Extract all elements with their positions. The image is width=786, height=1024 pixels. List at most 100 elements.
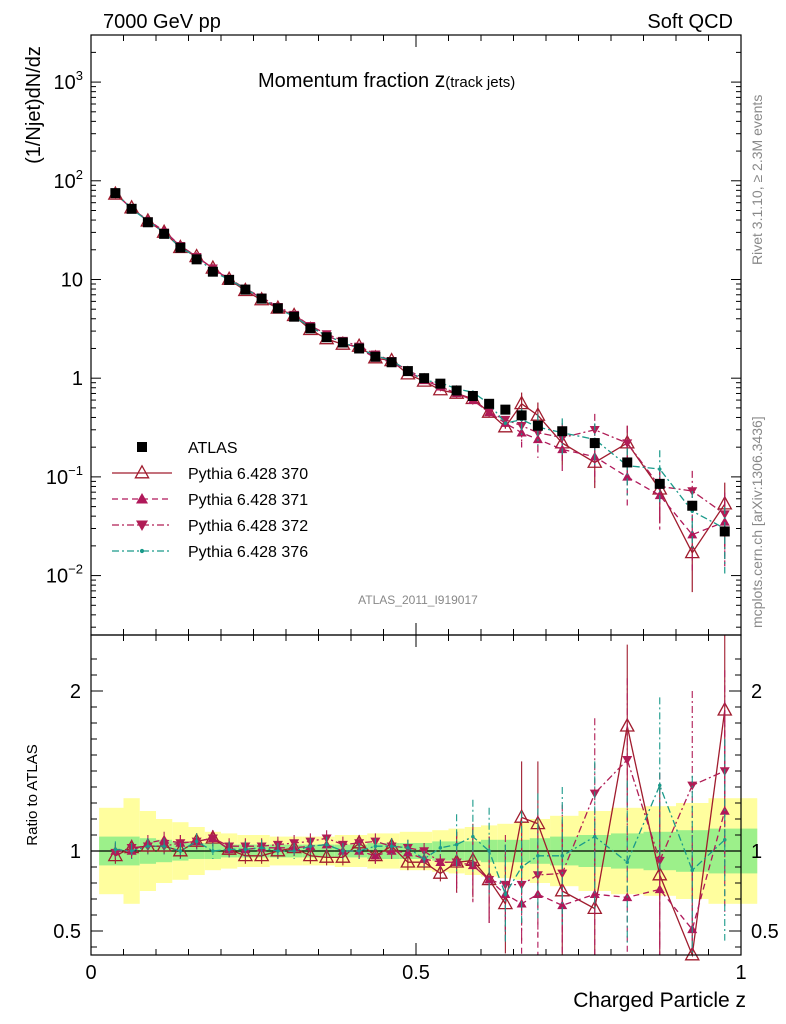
ratio-point <box>400 853 416 868</box>
ratio-point <box>373 844 378 848</box>
ratio-line <box>115 783 726 896</box>
ratio-y-tick-label: 0.5 <box>53 921 81 943</box>
data-point <box>370 351 381 362</box>
data-point <box>191 254 202 265</box>
data-point <box>451 385 462 396</box>
data-point <box>654 490 665 500</box>
ratio-point <box>619 717 635 732</box>
ratio-point <box>162 844 166 848</box>
legend: ATLAS Pythia 6.428 370 Pythia 6.428 371 Pyt… <box>112 440 308 561</box>
data-point <box>484 408 495 418</box>
ratio-point <box>484 876 495 885</box>
data-point <box>687 529 698 539</box>
ratio-point <box>211 849 215 853</box>
data-point <box>126 203 137 214</box>
legend-entry: Pythia 6.428 370 <box>112 464 308 483</box>
data-point <box>622 471 633 481</box>
y-axis-label: (1/Njet)dN/dz <box>23 46 45 164</box>
data-point <box>622 457 633 468</box>
legend-marker <box>134 464 150 479</box>
mcplots-label: mcplots.cern.ch [arXiv:1306.3436] <box>749 416 765 628</box>
ratio-point <box>519 865 524 869</box>
data-point <box>557 426 568 437</box>
data-point <box>240 284 251 295</box>
ratio-point <box>422 857 426 861</box>
legend-marker <box>137 442 147 452</box>
data-point <box>719 510 730 520</box>
ratio-point <box>302 847 319 862</box>
ratio-point <box>194 839 199 844</box>
header-right: Soft QCD <box>647 11 733 33</box>
ratio-point <box>589 889 600 898</box>
y-tick-label: 102 <box>54 167 83 193</box>
data-point <box>500 415 511 425</box>
y-tick-label: 10−1 <box>46 463 83 489</box>
data-point <box>321 332 332 343</box>
data-point <box>532 420 543 431</box>
legend-label: Pythia 6.428 371 <box>188 492 308 509</box>
ratio-point <box>438 846 443 850</box>
ratio-point <box>503 892 508 896</box>
ratio-point <box>557 869 568 879</box>
y-tick-label: 10 <box>61 269 83 291</box>
data-point <box>402 366 413 377</box>
legend-marker <box>139 548 145 554</box>
x-tick-label: 0 <box>85 962 96 984</box>
ratio-point <box>259 846 264 850</box>
data-point <box>658 467 662 471</box>
ratio-y-tick-label-right: 1 <box>751 841 762 863</box>
ratio-point <box>318 848 335 863</box>
ratio-point <box>178 849 183 853</box>
legend-entry: ATLAS <box>137 440 238 457</box>
data-point <box>419 373 430 384</box>
data-point <box>110 188 121 199</box>
analysis-label: ATLAS_2011_I919017 <box>358 593 478 607</box>
ratio-point <box>406 846 410 850</box>
ratio-point <box>560 854 564 858</box>
data-point <box>289 311 300 322</box>
ratio-series-1 <box>107 635 733 961</box>
ratio-series-4 <box>113 697 727 955</box>
data-point <box>256 293 267 304</box>
data-point <box>175 242 186 253</box>
ratio-point <box>146 844 150 848</box>
ratio-point <box>690 868 694 872</box>
legend-marker <box>136 493 148 504</box>
data-point <box>687 500 698 511</box>
ratio-point <box>454 842 459 847</box>
ratio-panel: 0 0.5 10.5 0.51 12 2 <box>53 634 779 984</box>
ratio-point <box>723 838 727 842</box>
ratio-point <box>357 849 361 853</box>
data-point <box>224 274 235 285</box>
ratio-point <box>625 860 629 864</box>
data-point <box>142 217 153 228</box>
ratio-point <box>684 946 700 961</box>
ratio-point <box>532 871 543 880</box>
data-point <box>386 357 397 368</box>
ratio-point <box>341 849 345 853</box>
ratio-point <box>243 847 248 852</box>
ratio-frame <box>90 634 742 956</box>
data-point <box>719 526 730 537</box>
series-1 <box>110 188 730 537</box>
ratio-point <box>654 856 665 866</box>
header-left: 7000 GeV pp <box>103 11 221 33</box>
ratio-point <box>432 864 449 879</box>
legend-marker <box>136 520 148 531</box>
legend-entry: Pythia 6.428 372 <box>112 518 308 535</box>
data-point <box>484 398 495 409</box>
ratio-point <box>129 849 134 853</box>
legend-entry: Pythia 6.428 376 <box>112 544 308 561</box>
ratio-point <box>324 842 329 847</box>
ratio-point <box>335 848 351 863</box>
legend-label: Pythia 6.428 376 <box>188 544 308 561</box>
rivet-label: Rivet 3.1.10, ≥ 2.3M events <box>749 95 765 265</box>
legend-label: Pythia 6.428 372 <box>188 518 308 535</box>
ratio-point <box>276 849 280 853</box>
data-point <box>500 404 511 415</box>
ratio-point <box>207 834 218 844</box>
data-point <box>272 303 283 314</box>
x-tick-label: 1 <box>735 962 746 984</box>
ratio-point <box>471 834 475 839</box>
